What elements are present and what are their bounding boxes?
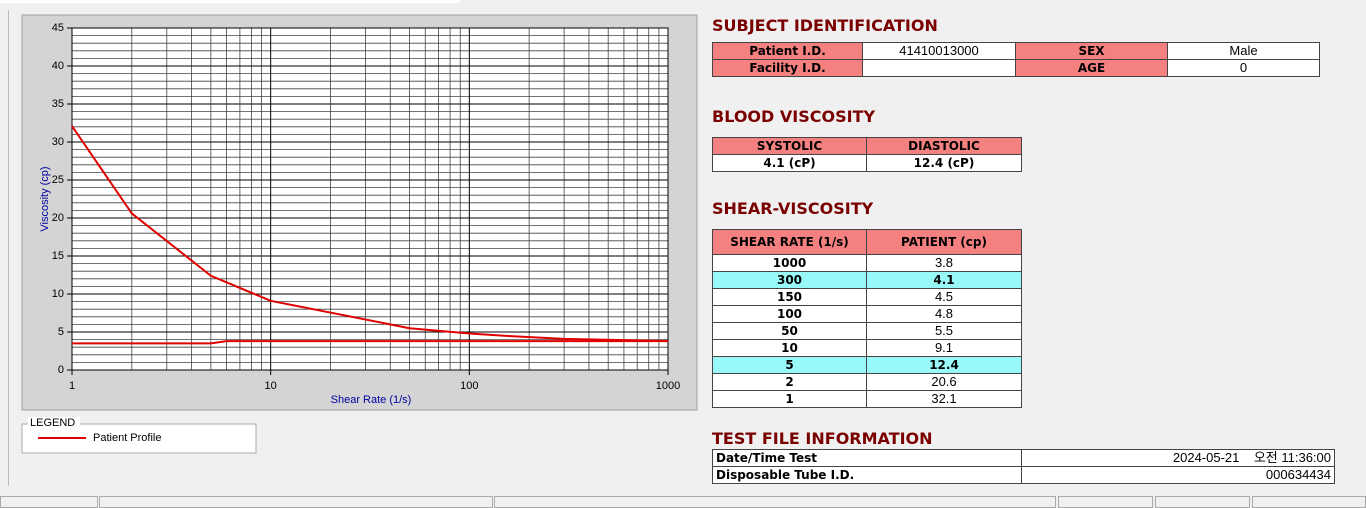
header: PATIENT (cp) [866,229,1022,255]
rate: 10 [712,339,867,357]
value: 41410013000 [862,42,1016,60]
rate: 300 [712,271,867,289]
top-bar [0,0,460,3]
patient: 20.6 [866,373,1022,391]
section-title: TEST FILE INFORMATION [712,429,933,448]
status-cell [1252,496,1366,508]
patient: 5.5 [866,322,1022,340]
chart: Shear Rate (1/s) Viscosity (cp) LEGEND P… [21,14,698,454]
rate: 100 [712,305,867,323]
y-tick-label: 45 [52,22,64,34]
status-cell [494,496,1056,508]
legend-label: Patient Profile [93,432,161,444]
x-axis-title: Shear Rate (1/s) [331,394,412,406]
label: SEX [1015,42,1168,60]
value [862,59,1016,77]
value: 4.1 (cP) [712,154,867,172]
rate: 50 [712,322,867,340]
left-pane-border [8,10,699,486]
status-cell [1155,496,1250,508]
patient: 4.8 [866,305,1022,323]
rate: 1000 [712,254,867,272]
value: 12.4 (cP) [866,154,1022,172]
header: DIASTOLIC [866,137,1022,155]
time: 오전 11:36:00 [1253,450,1331,465]
x-tick-label: 1000 [656,380,680,392]
status-cell [0,496,98,508]
y-tick-label: 5 [58,326,64,338]
plot-border [71,27,669,371]
label: AGE [1015,59,1168,77]
legend-title: LEGEND [30,417,75,429]
x-tick-label: 1 [69,380,75,392]
status-cell [99,496,493,508]
value: Male [1167,42,1320,60]
legend-title-bg [28,417,80,429]
header: SHEAR RATE (1/s) [712,229,867,255]
label: Facility I.D. [712,59,863,77]
shear-table: SHEAR RATE (1/s) PATIENT (cp) 1000 3.8 300 4… [712,229,1022,408]
label: Disposable Tube I.D. [712,466,1022,484]
patient: 4.5 [866,288,1022,306]
y-axis-title: Viscosity (cp) [39,166,51,231]
label: Date/Time Test [712,449,1022,467]
series-line [72,340,668,345]
y-tick-label: 35 [52,98,64,110]
x-tick-label: 10 [265,380,277,392]
status-cell [1058,496,1153,508]
patient: 3.8 [866,254,1022,272]
x-tick-label: 100 [460,380,478,392]
label: Patient I.D. [712,42,863,60]
patient: 12.4 [866,356,1022,374]
patient: 4.1 [866,271,1022,289]
section-title: SHEAR-VISCOSITY [712,199,874,218]
header: SYSTOLIC [712,137,867,155]
rate: 1 [712,390,867,408]
y-tick-label: 20 [52,212,64,224]
y-tick-label: 40 [52,60,64,72]
y-tick-label: 25 [52,174,64,186]
subject-table: Patient I.D. 41410013000 SEX Male Facility … [712,42,1320,77]
section-title: SUBJECT IDENTIFICATION [712,16,938,35]
rate: 2 [712,373,867,391]
section-title: BLOOD VISCOSITY [712,107,876,126]
rate: 150 [712,288,867,306]
value: 000634434 [1021,466,1335,484]
y-tick-label: 15 [52,250,64,262]
plot-area [72,28,668,370]
patient: 9.1 [866,339,1022,357]
y-tick-label: 30 [52,136,64,148]
patient: 32.1 [866,390,1022,408]
y-tick-label: 0 [58,364,64,376]
date: 2024-05-21 [1172,450,1240,465]
value: 0 [1167,59,1320,77]
blood-table: SYSTOLIC DIASTOLIC 4.1 (cP) 12.4 (cP) [712,137,1022,172]
rate: 5 [712,356,867,374]
y-tick-label: 10 [52,288,64,300]
testfile-table: Date/Time Test 2024-05-21 오전 11:36:00 Dis… [712,449,1335,484]
series-line [71,125,669,343]
